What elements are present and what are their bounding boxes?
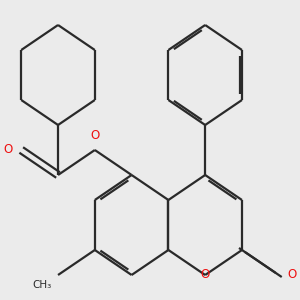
Text: O: O bbox=[288, 268, 297, 281]
Text: O: O bbox=[3, 143, 12, 157]
Text: O: O bbox=[201, 268, 210, 281]
Text: O: O bbox=[90, 130, 99, 142]
Text: CH₃: CH₃ bbox=[33, 280, 52, 290]
